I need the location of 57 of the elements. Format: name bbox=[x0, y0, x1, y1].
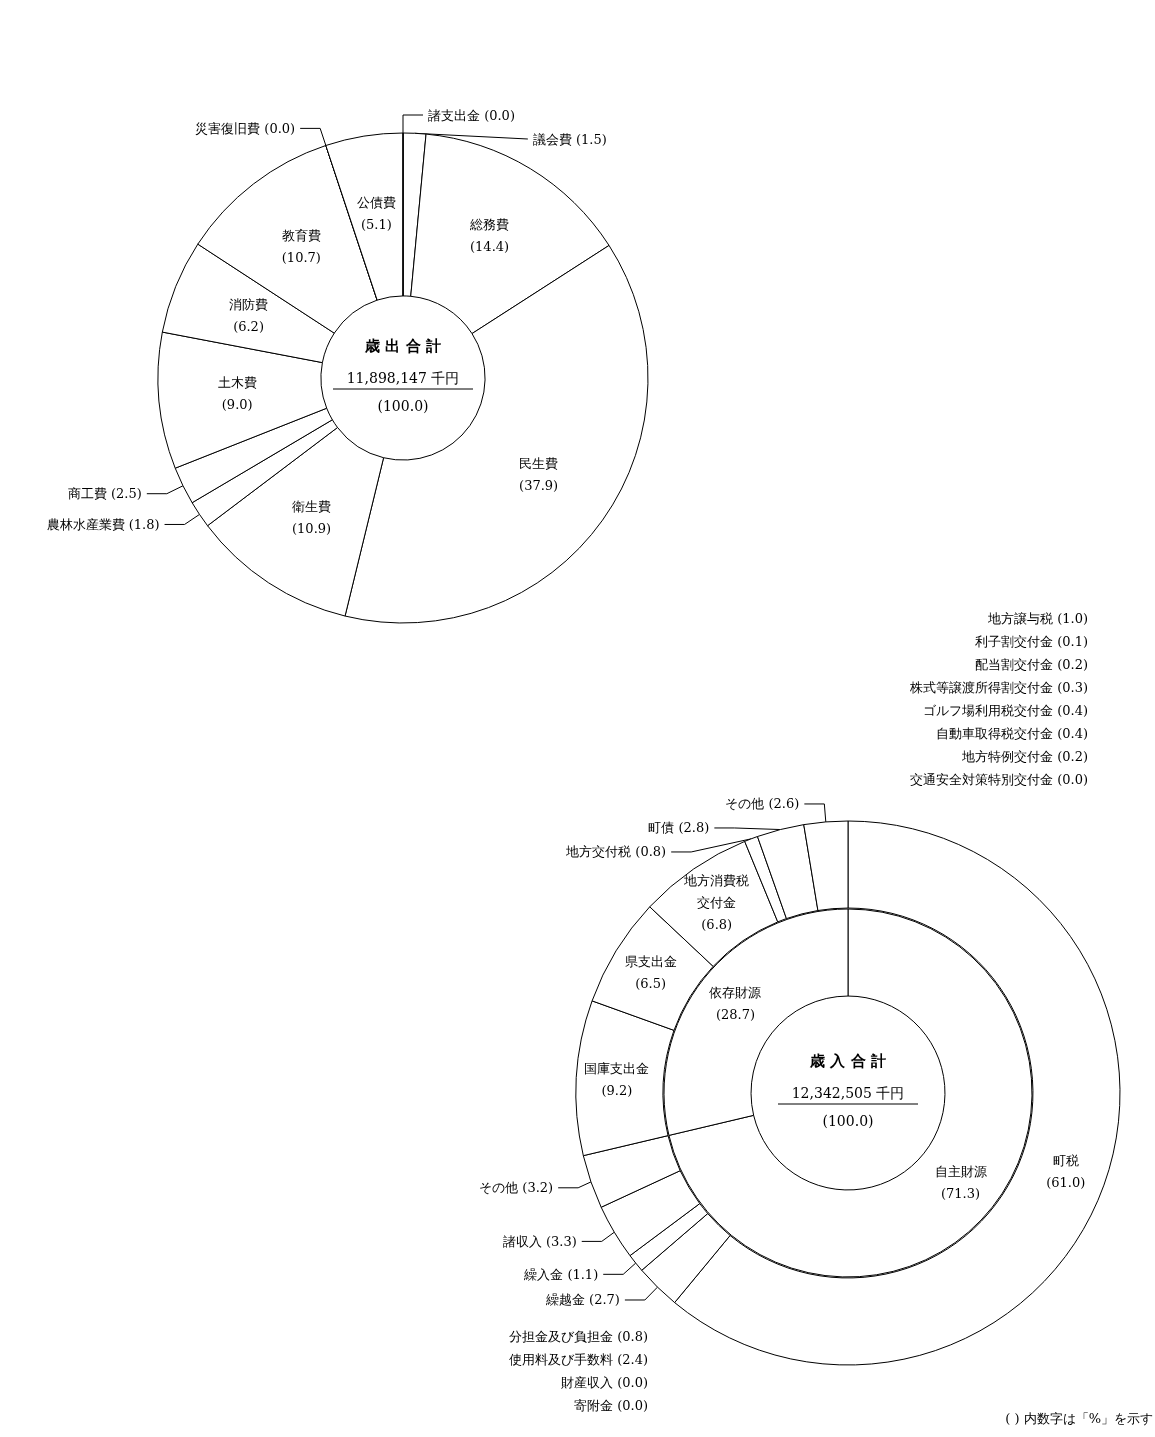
slice-label: 地方消費税交付金 bbox=[683, 872, 750, 910]
slice-label: 繰越金 (2.7) bbox=[544, 1292, 620, 1308]
slice-label: 教育費 bbox=[281, 227, 321, 243]
slice-label: 繰入金 (1.1) bbox=[523, 1266, 599, 1282]
data-label: (10.7) bbox=[281, 249, 321, 265]
text: 株式等譲渡所得割交付金 (0.3) bbox=[909, 679, 1088, 695]
data-label: (14.4) bbox=[470, 239, 510, 255]
text: ゴルフ場利用税交付金 (0.4) bbox=[923, 702, 1088, 718]
slice-label: 町税 bbox=[1052, 1152, 1079, 1168]
slice-label: 土木費 bbox=[217, 375, 257, 391]
text: 歳 入 合 計 bbox=[809, 1052, 886, 1070]
text: 財産収入 (0.0) bbox=[561, 1374, 648, 1390]
data-label: (5.1) bbox=[361, 217, 392, 233]
legend-label: 諸支出金 (0.0) bbox=[428, 107, 515, 123]
text: 分担金及び負担金 (0.8) bbox=[509, 1328, 648, 1344]
slice-label: 総務費 bbox=[469, 217, 510, 233]
text: 利子割交付金 (0.1) bbox=[975, 633, 1088, 649]
data-label: (9.2) bbox=[601, 1083, 633, 1099]
text: 寄附金 (0.0) bbox=[574, 1397, 648, 1413]
slice-label: その他 (3.2) bbox=[479, 1180, 554, 1196]
text: (100.0) bbox=[377, 398, 429, 414]
slice-label: 民生費 bbox=[519, 456, 559, 472]
data-label: (10.9) bbox=[292, 520, 332, 536]
slice-label: 諸収入 (3.3) bbox=[502, 1233, 577, 1249]
text: 11,898,147 千円 bbox=[346, 370, 460, 386]
text: 地方特例交付金 (0.2) bbox=[961, 748, 1088, 764]
slice-label: 議会費 (1.5) bbox=[532, 131, 607, 147]
slice-label: 依存財源 bbox=[709, 985, 762, 1001]
slice-label: 県支出金 bbox=[624, 953, 677, 969]
data-label: (9.0) bbox=[221, 397, 253, 413]
slice-label: 公債費 bbox=[356, 195, 396, 211]
slice-label: その他 (2.6) bbox=[725, 796, 800, 812]
text: 自動車取得税交付金 (0.4) bbox=[936, 725, 1088, 741]
data-label: (6.5) bbox=[635, 975, 667, 991]
text: 歳 出 合 計 bbox=[364, 337, 441, 355]
text: ( ) 内数字は「%」を示す bbox=[1005, 1410, 1153, 1426]
data-label: (6.2) bbox=[233, 319, 264, 335]
text: 交通安全対策特別交付金 (0.0) bbox=[910, 771, 1088, 787]
slice-label: 自主財源 bbox=[934, 1163, 987, 1179]
slice-label: 農林水産業費 (1.8) bbox=[46, 516, 160, 532]
data-label: (28.7) bbox=[715, 1007, 756, 1023]
slice-label: 町債 (2.8) bbox=[648, 820, 710, 836]
text: (100.0) bbox=[822, 1113, 874, 1129]
category-label: 災害復旧費 (0.0) bbox=[195, 120, 296, 136]
text: 配当割交付金 (0.2) bbox=[975, 656, 1088, 672]
data-label: (61.0) bbox=[1046, 1174, 1086, 1190]
slice-label: 商工費 (2.5) bbox=[67, 486, 142, 502]
text: 使用料及び手数料 (2.4) bbox=[509, 1351, 648, 1367]
slice-label: 国庫支出金 bbox=[584, 1061, 650, 1077]
text: 地方譲与税 (1.0) bbox=[987, 610, 1088, 626]
data-label: (37.9) bbox=[519, 478, 559, 494]
slice-label: 衛生費 bbox=[292, 498, 332, 514]
data-label: (6.8) bbox=[701, 916, 733, 932]
text: 12,342,505 千円 bbox=[791, 1085, 905, 1101]
slice-label: 消防費 bbox=[229, 297, 269, 313]
data-label: (71.3) bbox=[940, 1185, 981, 1201]
slice-label: 地方交付税 (0.8) bbox=[565, 844, 667, 860]
